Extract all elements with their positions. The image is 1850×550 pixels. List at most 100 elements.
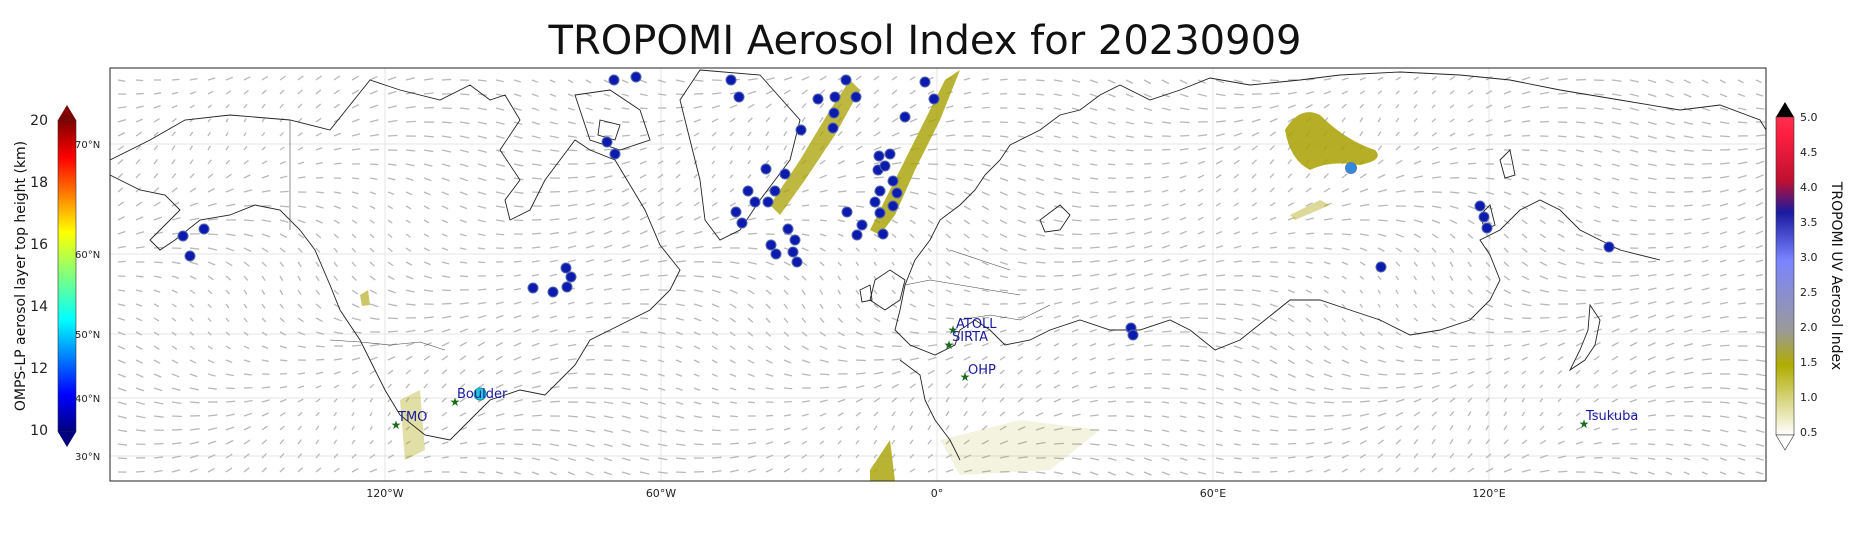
wind-vector [1701, 217, 1710, 221]
wind-vector [549, 343, 559, 347]
wind-vector [1431, 275, 1436, 281]
wind-vector [603, 273, 613, 277]
wind-vector [1251, 401, 1260, 405]
wind-vector [1701, 287, 1710, 291]
wind-vector [1287, 261, 1296, 264]
wind-vector [729, 202, 736, 207]
wind-vector [1233, 245, 1242, 249]
wind-vector [855, 468, 860, 473]
wind-vector [981, 425, 988, 431]
wind-vector [1323, 103, 1330, 109]
wind-vector [801, 345, 809, 351]
wind-vector [153, 469, 163, 473]
wind-vector [1251, 359, 1260, 364]
wind-vector [1053, 471, 1064, 475]
wind-vector [945, 205, 953, 211]
wind-vector [1035, 383, 1042, 389]
wind-vector [153, 145, 159, 151]
aerosol-observation-point [736, 217, 748, 229]
wind-vector [567, 471, 576, 476]
wind-vector [927, 439, 932, 445]
wind-vector [765, 441, 774, 445]
wind-vector [945, 275, 952, 280]
wind-vector [801, 454, 808, 459]
wind-vector [873, 371, 884, 375]
wind-vector [1413, 425, 1420, 431]
wind-vector [909, 261, 914, 266]
wind-vector [1053, 398, 1062, 403]
colorbar-top-arrow [1776, 102, 1794, 117]
wind-vector [315, 261, 320, 268]
wind-vector [1143, 107, 1153, 112]
wind-vector [1539, 77, 1550, 81]
wind-vector [765, 117, 771, 123]
wind-vector [639, 401, 649, 405]
wind-vector [225, 413, 235, 417]
aerosol-observation-point [561, 281, 573, 293]
wind-vector [1143, 272, 1153, 277]
wind-vector [1431, 372, 1441, 375]
wind-vector [1305, 387, 1315, 391]
wind-vector [243, 103, 248, 109]
wind-vector [1611, 369, 1618, 375]
wind-vector [1737, 471, 1745, 475]
wind-vector [567, 259, 576, 263]
wind-vector [171, 91, 179, 95]
wind-vector [675, 415, 685, 419]
wind-vector [351, 289, 359, 295]
wind-vector [909, 439, 914, 445]
wind-vector [801, 189, 809, 193]
wind-vector [1539, 342, 1548, 347]
wind-vector [585, 121, 594, 124]
wind-vector [1107, 443, 1118, 447]
map-title: TROPOMI Aerosol Index for 20230909 [548, 18, 1302, 64]
wind-vector [1161, 216, 1170, 221]
wind-vector [621, 244, 631, 249]
wind-vector [1737, 245, 1745, 249]
wind-vector [477, 107, 488, 111]
wind-vector [873, 331, 883, 336]
wind-vector [279, 331, 287, 336]
wind-vector [639, 415, 649, 419]
wind-vector [1485, 247, 1491, 254]
aerosol-observation-point [547, 286, 559, 298]
wind-vector [549, 400, 560, 403]
wind-vector [1323, 345, 1330, 351]
wind-vector [675, 146, 681, 151]
wind-vector [855, 117, 861, 123]
wind-vector [1575, 384, 1581, 389]
aerosol-plume [1285, 112, 1378, 170]
wind-vector [585, 216, 595, 221]
wind-vector [729, 188, 735, 193]
wind-vector [405, 163, 415, 167]
wind-vector [243, 425, 252, 431]
wind-vector [1179, 443, 1188, 447]
wind-vector [729, 104, 738, 109]
wind-vector [1341, 261, 1349, 266]
wind-vector [1341, 117, 1346, 123]
wind-vector [1485, 317, 1495, 321]
wind-vector [693, 289, 704, 293]
wind-vector [1539, 356, 1546, 361]
wind-vector [495, 398, 504, 403]
wind-vector [711, 231, 721, 235]
wind-vector [261, 189, 271, 193]
wind-vector [1683, 301, 1693, 305]
wind-vector [477, 149, 487, 154]
wind-vector [1125, 217, 1135, 221]
wind-vector [1035, 191, 1045, 196]
wind-vector [603, 443, 613, 448]
wind-vector [1701, 93, 1710, 98]
wind-vector [1323, 247, 1332, 250]
wind-vector [1377, 467, 1384, 473]
wind-vector [945, 343, 955, 347]
wind-vector [1539, 163, 1547, 167]
wind-vector [1125, 135, 1134, 138]
wind-vector [1593, 355, 1600, 361]
wind-vector [621, 79, 629, 84]
wind-vector [1197, 345, 1208, 348]
wind-vector [1521, 468, 1531, 473]
right-cb-tick: 4.5 [1800, 146, 1818, 159]
wind-vector [621, 161, 630, 165]
wind-vector [153, 331, 160, 336]
